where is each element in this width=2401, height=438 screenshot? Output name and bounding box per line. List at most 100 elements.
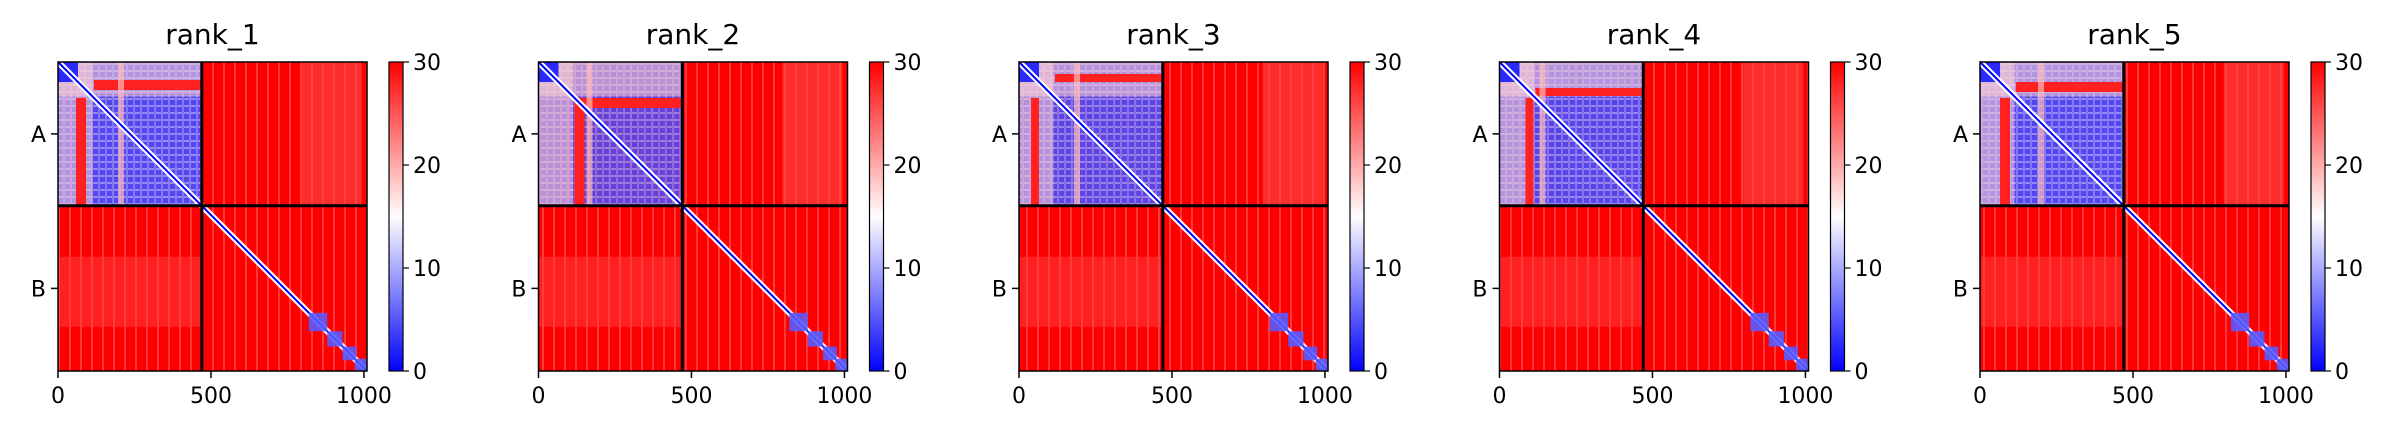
heatmap-cell [327,331,343,347]
y-tick-label: B [1953,277,1968,302]
colorbar-gradient [388,61,404,372]
heatmap-cell [342,346,357,361]
heatmap [536,59,850,374]
colorbar-tick-label: 30 [894,51,922,76]
panel-4: rank_4 0 500 1000 A B 0 10 20 30 [1472,18,1882,409]
heatmap-frame [1979,61,2290,372]
colorbar: 0 10 20 30 [1829,51,1883,385]
heatmap-cell [789,312,808,332]
heatmap-cell [2264,346,2279,361]
heatmap [55,59,370,374]
x-tick-label: 500 [1151,384,1193,409]
heatmap-cell [1796,358,1809,371]
x-tick-label: 500 [2112,384,2154,409]
panel-3: rank_3 0 500 1000 A B 0 10 20 30 [992,18,1402,409]
heatmap-cell [1031,97,1039,206]
colorbar-gradient [2310,61,2326,372]
heatmap-frame [537,61,849,372]
colorbar-tick-label: 10 [2335,257,2363,282]
x-tick-label: 0 [532,384,546,409]
heatmap-cell [1074,62,1080,206]
colorbar-tick-label: 30 [413,51,441,76]
y-tick-label: A [992,123,1007,148]
colorbar-tick-label: 10 [1855,257,1883,282]
colorbar-gradient [868,61,885,372]
x-tick-label: 0 [1973,384,1987,409]
heatmap-cell [538,62,683,97]
heatmap-cell [1525,97,1534,206]
x-tick-label: 500 [1631,384,1673,409]
x-tick-label: 1000 [2258,384,2314,409]
heatmap-cell [354,358,367,371]
heatmap-frame [1018,61,1329,372]
heatmap-frame [57,61,368,372]
heatmap-cell [1743,62,1804,206]
y-tick-label: A [1472,123,1487,148]
heatmap-cell [1535,88,1644,96]
panel-title: rank_2 [646,18,740,51]
colorbar-tick-label: 20 [413,154,441,179]
heatmap-cell [1539,62,1546,206]
heatmap [1977,59,2292,374]
colorbar-tick-label: 20 [894,154,922,179]
heatmap-cell [2276,358,2289,371]
colorbar-tick-label: 10 [413,257,441,282]
heatmap-cell [1750,312,1769,332]
heatmap-cell [1315,358,1328,371]
heatmap-cell [2038,62,2044,206]
heatmap-cell [1784,346,1798,361]
heatmap-cell [308,312,328,332]
heatmap-cell [823,346,837,361]
heatmap-cell [2249,331,2265,347]
heatmap-cell [1054,74,1163,82]
x-tick-label: 1000 [1297,384,1353,409]
heatmap-cell [76,97,86,206]
x-tick-label: 1000 [336,384,392,409]
heatmap-cell [782,62,843,206]
heatmap-cell [1303,346,1318,361]
heatmap-cell [1768,331,1785,347]
heatmap-cell [574,98,683,108]
heatmap-cell [2015,82,2124,92]
y-tick-label: A [31,123,46,148]
x-tick-label: 0 [1493,384,1507,409]
y-tick-label: A [1953,123,1968,148]
heatmap [1497,59,1811,374]
colorbar-tick-label: 0 [894,360,908,385]
colorbar-tick-label: 30 [1855,51,1883,76]
heatmap-cell [2230,312,2250,332]
heatmap-cell [835,358,848,371]
heatmap-cell [2000,97,2010,206]
y-tick-label: A [511,123,526,148]
colorbar: 0 10 20 30 [388,51,441,385]
panel-2: rank_2 0 500 1000 A B 0 10 20 30 [511,18,921,409]
heatmap-cell [1499,256,1644,327]
x-tick-label: 500 [670,384,712,409]
panel-title: rank_5 [2087,18,2181,51]
y-tick-label: B [31,277,46,302]
x-tick-label: 500 [190,384,232,409]
heatmap-cell [807,331,824,347]
heatmap-cell [1262,62,1323,206]
colorbar-tick-label: 30 [2335,51,2363,76]
colorbar-tick-label: 0 [1374,360,1388,385]
heatmap-cell [2223,62,2284,206]
x-tick-label: 0 [51,384,65,409]
heatmap-cell [301,62,362,206]
heatmap-cell [118,62,124,206]
heatmap-cell [58,62,202,97]
x-tick-label: 0 [1012,384,1026,409]
y-tick-label: B [1472,277,1487,302]
panel-1: rank_1 0 500 1000 A B 0 10 20 30 [31,18,441,409]
heatmap-cell [58,256,202,327]
colorbar: 0 10 20 30 [868,51,922,385]
y-tick-label: B [992,277,1007,302]
heatmap-cell [93,80,202,90]
colorbar-tick-label: 0 [2335,360,2349,385]
heatmap-frame [1498,61,1810,372]
panel-title: rank_4 [1607,18,1701,51]
x-tick-label: 1000 [1777,384,1833,409]
panel-5: rank_5 0 500 1000 A B 0 10 20 30 [1953,18,2363,409]
